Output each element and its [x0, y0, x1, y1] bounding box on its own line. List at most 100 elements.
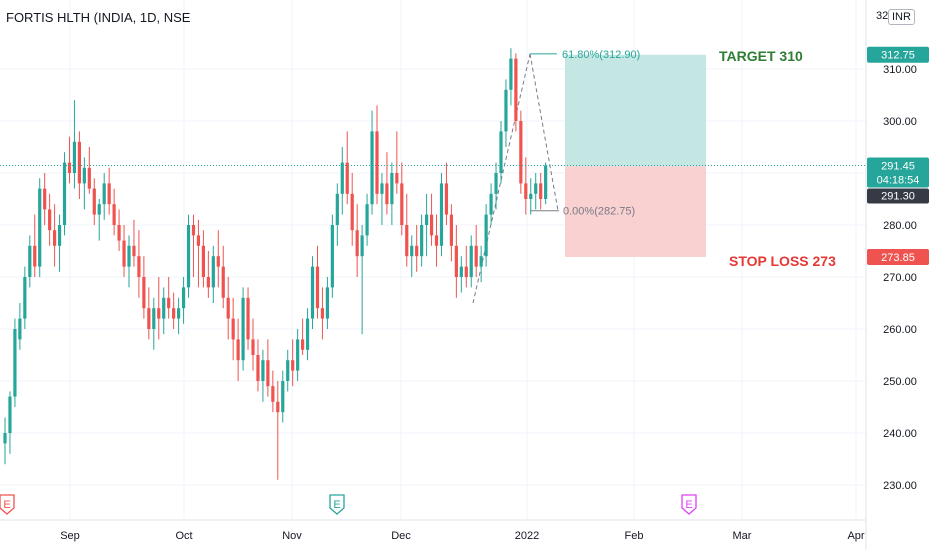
candle-body	[320, 308, 325, 319]
candle-body	[425, 214, 429, 225]
axis-top-tick: 32	[876, 10, 889, 22]
candle-body	[524, 183, 528, 199]
candle-body	[206, 277, 210, 288]
candle-body	[48, 209, 52, 231]
candle-body	[57, 225, 62, 246]
stop-loss-zone[interactable]	[565, 166, 706, 257]
candle-body	[33, 245, 37, 267]
target-price-badge-text: 312.75	[881, 50, 915, 62]
candle-body	[375, 131, 379, 194]
candle-body	[226, 297, 230, 319]
candle-body	[281, 381, 285, 413]
candle-body	[385, 183, 389, 205]
fib-low-label: 0.00%(282.75)	[563, 206, 635, 218]
candle-body	[231, 318, 235, 340]
y-tick-label: 270.00	[883, 272, 917, 284]
candle-body	[395, 173, 399, 184]
x-tick-label: Oct	[175, 530, 192, 542]
target-zone[interactable]	[565, 54, 706, 167]
candle-body	[28, 245, 32, 277]
candle-body	[276, 401, 280, 413]
y-tick-label: 260.00	[883, 324, 917, 336]
candle-body	[479, 256, 483, 267]
candle-body	[410, 245, 414, 257]
candle-body	[534, 183, 538, 194]
candle-body	[429, 214, 434, 236]
earnings-event-marker[interactable]: E	[0, 494, 15, 515]
stop-loss-annotation: STOP LOSS 273	[729, 253, 836, 269]
y-tick-label: 280.00	[883, 220, 917, 232]
candle-body	[117, 225, 121, 241]
candle-body	[494, 173, 498, 194]
candle-body	[122, 240, 126, 267]
y-tick-label: 300.00	[883, 116, 917, 128]
event-marker-label: E	[333, 499, 340, 511]
candle-body	[38, 188, 42, 267]
candle-body	[221, 266, 225, 298]
candle-body	[444, 183, 449, 215]
candle-body	[345, 162, 349, 194]
y-tick-label: 240.00	[883, 428, 917, 440]
candle-body	[172, 308, 176, 319]
x-axis: Sep Oct Nov Dec 2022 Feb Mar Apr	[0, 519, 866, 542]
candle-body	[544, 165, 548, 199]
candle-body	[196, 235, 201, 246]
candle-body	[18, 318, 22, 340]
candle-body	[147, 308, 151, 329]
candle-body	[137, 256, 141, 277]
candle-body	[499, 131, 503, 173]
candle-body	[529, 193, 533, 199]
x-tick-label: Dec	[391, 530, 411, 542]
event-marker-shape	[329, 494, 345, 515]
candle-body	[504, 89, 508, 132]
candle-body	[43, 188, 47, 210]
candle-body	[459, 266, 463, 277]
candle-body	[519, 121, 523, 184]
candle-body	[102, 183, 106, 205]
event-marker-shape	[0, 494, 15, 515]
candle-body	[67, 162, 72, 173]
candle-body	[246, 297, 250, 340]
candle-body	[291, 360, 295, 371]
candle-body	[266, 360, 270, 387]
earnings-event-marker[interactable]: E	[329, 494, 345, 515]
stop-price-badge	[867, 248, 929, 265]
candle-body	[330, 225, 334, 288]
candle-body	[415, 245, 419, 257]
earnings-event-marker[interactable]: E	[681, 494, 697, 515]
x-tick-label: Sep	[60, 530, 80, 542]
target-price-badge	[867, 46, 929, 63]
candle-body	[271, 386, 275, 402]
current-price-badge-text: 291.45	[881, 160, 915, 172]
candle-body	[335, 193, 339, 225]
candle-body	[97, 204, 101, 215]
symbol-title: FORTIS HLTH (INDIA, 1D, NSE	[6, 10, 191, 25]
candle-body	[325, 287, 329, 319]
candle-body	[469, 245, 473, 277]
candle-body	[390, 173, 394, 205]
candle-body	[439, 183, 444, 246]
candle-body	[8, 396, 12, 433]
candle-body	[236, 339, 240, 361]
candle-body	[489, 193, 493, 215]
event-marker-label: E	[685, 499, 692, 511]
candle-body	[310, 266, 315, 319]
candle-body	[142, 277, 146, 309]
price-badges: 312.75 291.45 04:18:54 291.30 273.85	[867, 46, 929, 265]
current-price-badge	[867, 157, 929, 188]
candle-body	[167, 297, 171, 309]
x-tick-label: Mar	[733, 530, 752, 542]
position-zones	[565, 54, 706, 257]
stop-price-badge-text: 273.85	[881, 252, 915, 264]
entry-price-badge-text: 291.30	[881, 190, 915, 202]
candle-body	[72, 141, 77, 173]
currency-button[interactable]: INR	[888, 9, 915, 25]
candle-body	[514, 58, 518, 121]
candle-body	[449, 214, 453, 246]
candle-body	[152, 308, 156, 329]
candle-body	[360, 235, 364, 257]
candle-body	[454, 245, 458, 277]
candle-body	[216, 256, 220, 267]
